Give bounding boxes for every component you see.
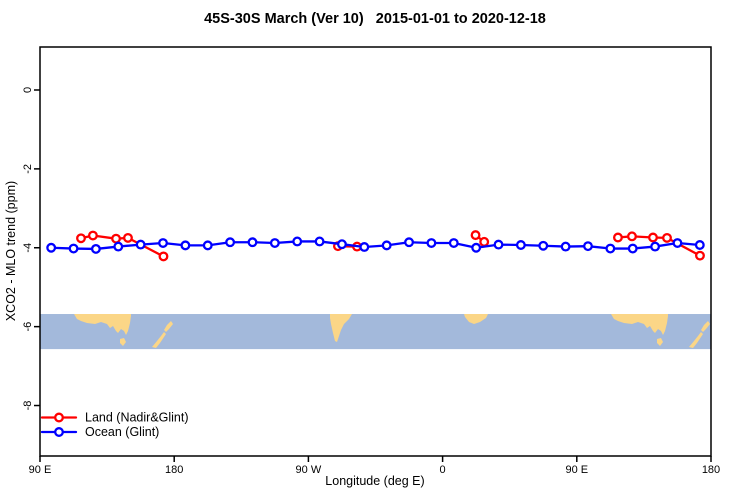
ocean-point	[381, 240, 392, 251]
map-land-polygon	[152, 332, 166, 348]
land-point	[695, 250, 705, 261]
ocean-point	[404, 237, 414, 248]
map-land-polygon	[164, 321, 173, 332]
x-tick-label: 0	[440, 464, 446, 476]
land-point	[470, 230, 481, 241]
land-point	[123, 232, 133, 243]
land-point	[627, 231, 637, 242]
ocean-point	[113, 241, 124, 252]
land-point	[158, 251, 169, 262]
ocean-point	[627, 243, 638, 254]
land-point	[648, 232, 658, 243]
land-point	[87, 230, 98, 241]
ocean-point	[247, 237, 258, 248]
plot-box	[39, 46, 712, 457]
ocean-point	[314, 236, 325, 247]
x-tick-label: 180	[165, 464, 183, 476]
ocean-point	[225, 237, 236, 248]
legend-label: Ocean (Glint)	[85, 425, 159, 439]
ocean-point	[493, 239, 504, 250]
map-land-polygon	[657, 338, 663, 346]
map-land-polygon	[701, 321, 710, 332]
chart-title: 45S-30S March (Ver 10) 2015-01-01 to 202…	[204, 11, 546, 27]
ocean-point	[426, 238, 437, 248]
ocean-point	[158, 238, 168, 248]
map-land-polygon	[689, 332, 703, 348]
y-tick-label: -8	[22, 401, 34, 411]
ocean-point	[583, 241, 593, 252]
y-tick-label: -2	[22, 164, 34, 174]
legend-marker-icon	[54, 412, 64, 423]
y-tick-label: -4	[22, 243, 34, 253]
ocean-point	[538, 240, 549, 251]
x-tick-label: 90 E	[565, 464, 588, 476]
ocean-point	[337, 239, 347, 250]
ocean-point	[605, 243, 616, 254]
land-point	[662, 232, 672, 243]
ocean-point	[135, 239, 146, 250]
ocean-point	[202, 240, 213, 251]
legend-label: Land (Nadir&Glint)	[85, 411, 189, 425]
land-point	[479, 236, 490, 247]
legend-marker-icon	[54, 427, 64, 437]
ocean-point	[515, 240, 526, 250]
land-point	[111, 233, 121, 244]
y-tick-label: 0	[22, 87, 34, 93]
x-axis-label: Longitude (deg E)	[325, 474, 425, 488]
ocean-point	[269, 238, 280, 248]
ocean-point	[68, 243, 79, 254]
x-tick-label: 90 W	[296, 464, 322, 476]
ocean-point	[694, 240, 705, 250]
map-land-polygon	[74, 314, 131, 335]
ocean-point	[292, 236, 303, 247]
land-point	[76, 233, 86, 244]
ocean-point	[672, 238, 683, 248]
map-land-polygon	[611, 314, 668, 335]
ocean-point	[359, 242, 370, 252]
x-tick-label: 90 E	[29, 464, 52, 476]
map-land-polygon	[330, 314, 352, 342]
map-land-polygon	[464, 314, 488, 324]
y-tick-label: -6	[22, 322, 34, 332]
ocean-point	[471, 242, 482, 253]
ocean-point	[650, 241, 661, 252]
ocean-point	[560, 241, 571, 252]
map-band-ocean	[40, 314, 711, 350]
ocean-point	[448, 238, 459, 248]
map-land-polygon	[120, 338, 126, 346]
ocean-point	[46, 242, 57, 253]
x-tick-label: 180	[702, 464, 720, 476]
land-point	[613, 232, 623, 243]
ocean-point	[180, 240, 191, 251]
ocean-point	[90, 243, 101, 254]
